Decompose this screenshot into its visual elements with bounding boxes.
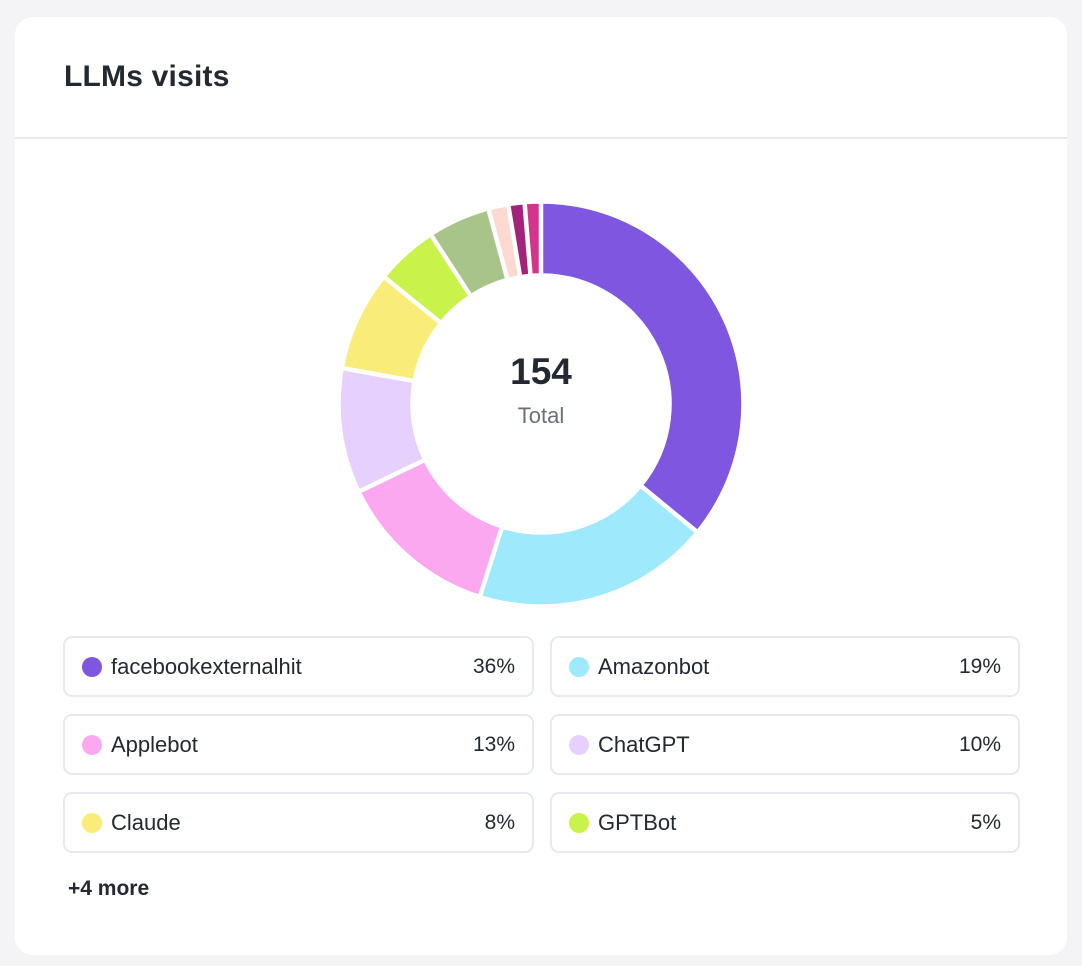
legend-dot xyxy=(82,656,102,677)
legend-percent: 10% xyxy=(958,732,1001,756)
legend-dot xyxy=(82,734,102,755)
legend-item-claude[interactable]: Claude 8% xyxy=(63,792,534,853)
legend-label: facebookexternalhit xyxy=(111,653,302,679)
legend-dot xyxy=(569,656,589,677)
chart-legend: facebookexternalhit 36% Amazonbot 19% Ap… xyxy=(63,636,1020,853)
legend-percent: 19% xyxy=(958,654,1001,678)
legend-label: Claude xyxy=(111,809,181,835)
donut-slice-other-9[interactable] xyxy=(525,202,541,276)
legend-percent: 5% xyxy=(970,810,1001,834)
donut-slice-gptbot[interactable] xyxy=(384,235,470,322)
donut-slice-other-8[interactable] xyxy=(509,203,530,277)
legend-label: ChatGPT xyxy=(598,731,690,757)
legend-item-applebot[interactable]: Applebot 13% xyxy=(63,714,534,775)
donut-chart-svg xyxy=(339,202,743,606)
legend-item-chatgpt[interactable]: ChatGPT 10% xyxy=(550,714,1020,775)
legend-item-facebookexternalhit[interactable]: facebookexternalhit 36% xyxy=(63,636,534,697)
card-header: LLMs visits xyxy=(15,17,1067,139)
legend-label: Amazonbot xyxy=(598,653,710,679)
llm-visits-card: LLMs visits 154 Total facebookexternalhi… xyxy=(15,17,1067,955)
donut-slice-claude[interactable] xyxy=(342,277,440,381)
total-value: 154 xyxy=(510,351,572,392)
legend-percent: 8% xyxy=(484,810,515,834)
donut-slice-other-7[interactable] xyxy=(489,205,520,279)
legend-percent: 13% xyxy=(472,732,515,756)
donut-slice-other-6[interactable] xyxy=(431,209,507,295)
show-more-link[interactable]: +4 more xyxy=(68,877,150,900)
legend-dot xyxy=(82,812,102,833)
legend-percent: 36% xyxy=(472,654,515,678)
legend-label: GPTBot xyxy=(598,809,677,835)
total-label: Total xyxy=(517,403,565,428)
donut-slice-facebookexternalhit[interactable] xyxy=(541,202,743,532)
legend-item-amazonbot[interactable]: Amazonbot 19% xyxy=(550,636,1020,697)
donut-chart: 154 Total xyxy=(15,141,1067,621)
donut-slice-applebot[interactable] xyxy=(359,460,502,596)
legend-dot xyxy=(569,734,589,755)
legend-label: Applebot xyxy=(111,731,198,757)
card-title: LLMs visits xyxy=(64,60,230,93)
donut-slice-chatgpt[interactable] xyxy=(339,368,424,491)
donut-slice-amazonbot[interactable] xyxy=(480,486,697,606)
legend-dot xyxy=(569,812,589,833)
legend-item-gptbot[interactable]: GPTBot 5% xyxy=(550,792,1020,853)
